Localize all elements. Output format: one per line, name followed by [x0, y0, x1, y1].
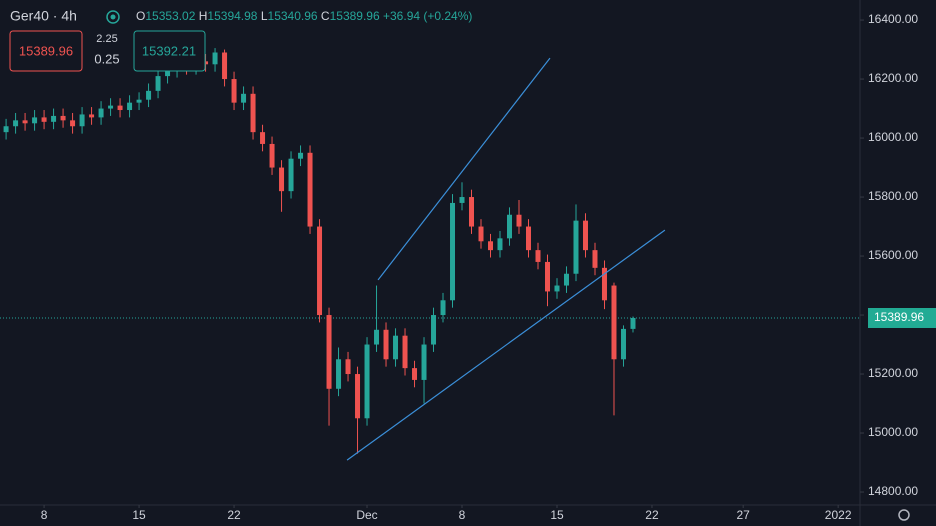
chart-title: Ger40 · 4h: [10, 8, 77, 24]
y-tick-label: 14800.00: [868, 484, 918, 498]
x-tick-label: 8: [41, 508, 48, 522]
y-tick-label: 16000.00: [868, 130, 918, 144]
y-tick-label: 16400.00: [868, 12, 918, 26]
last-price-label: 15389.96: [874, 310, 924, 324]
visibility-icon[interactable]: [106, 10, 120, 24]
ohlc-value: 15394.98: [207, 9, 257, 23]
spread-top: 2.25: [96, 33, 117, 45]
y-tick-label: 15000.00: [868, 425, 918, 439]
change: +36.94 (+0.24%): [383, 9, 472, 23]
last-price-box: [868, 307, 936, 328]
sell-button[interactable]: [9, 30, 83, 72]
x-tick-label: 8: [459, 508, 466, 522]
settings-icon[interactable]: [898, 509, 910, 521]
ohlc-value: 15340.96: [268, 9, 318, 23]
x-tick-label: 2022: [825, 508, 852, 522]
ohlc-label: H: [199, 9, 208, 23]
ohlc-legend: O15353.02 H15394.98 L15340.96 C15389.96 …: [136, 9, 472, 23]
y-tick-label: 15600.00: [868, 248, 918, 262]
sell-price: 15389.96: [19, 43, 73, 58]
trendline: [346, 229, 666, 461]
x-tick-label: 27: [736, 508, 750, 522]
x-tick-label: Dec: [356, 508, 377, 522]
visibility-dot: [110, 14, 116, 20]
y-tick-label: 15200.00: [868, 366, 918, 380]
y-tick-label: 15800.00: [868, 189, 918, 203]
trendline: [377, 57, 551, 281]
x-tick-label: 15: [550, 508, 564, 522]
buy-button[interactable]: [133, 30, 206, 72]
ohlc-label: C: [321, 9, 330, 23]
spread: 0.25: [94, 51, 119, 66]
x-tick-label: 22: [645, 508, 659, 522]
ohlc-label: L: [261, 9, 268, 23]
y-tick-label: 16200.00: [868, 71, 918, 85]
buy-price: 15392.21: [142, 43, 196, 58]
x-tick-label: 15: [132, 508, 146, 522]
ohlc-value: 15389.96: [330, 9, 380, 23]
x-tick-label: 22: [227, 508, 241, 522]
ohlc-label: O: [136, 9, 145, 23]
ohlc-value: 15353.02: [145, 9, 195, 23]
